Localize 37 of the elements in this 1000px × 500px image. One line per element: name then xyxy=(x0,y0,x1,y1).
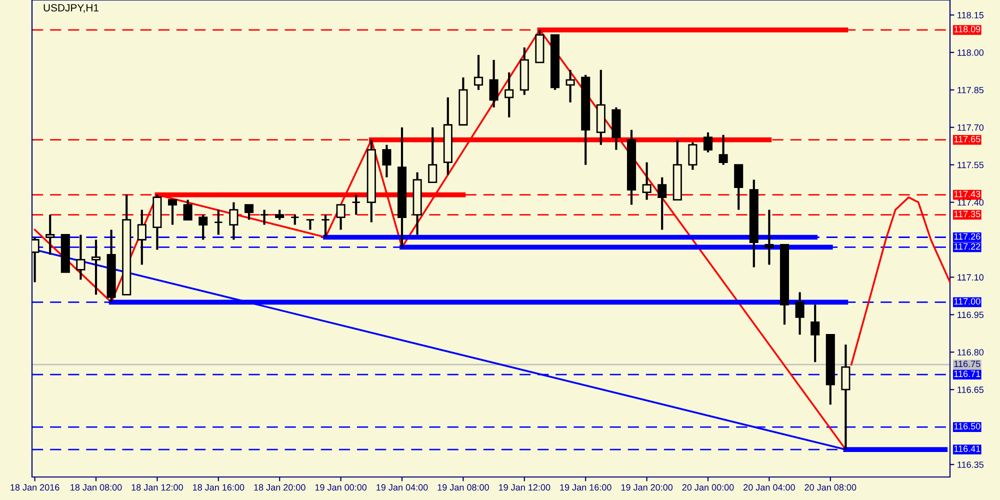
y-tick-label: 117.85 xyxy=(958,86,984,94)
x-tick-label: 18 Jan 08:00 xyxy=(70,484,122,491)
y-tick-label: 117.10 xyxy=(958,274,984,281)
ref-line-label: 117.35 xyxy=(954,210,980,218)
ref-line-label: 116.50 xyxy=(954,423,980,430)
x-tick-label: 18 Jan 16:00 xyxy=(192,484,244,491)
chart-title: USDJPY,H1 xyxy=(44,4,98,13)
x-tick-label: 19 Jan 08:00 xyxy=(438,484,489,491)
ref-line-label: 116.75 xyxy=(954,360,980,368)
x-tick-label: 18 Jan 20:00 xyxy=(254,484,306,491)
x-tick-label: 19 Jan 20:00 xyxy=(621,484,673,491)
x-tick-label: 19 Jan 00:00 xyxy=(315,484,367,491)
ref-line-label: 118.09 xyxy=(954,26,980,32)
ref-line-label: 116.71 xyxy=(954,370,980,378)
x-tick-label: 18 Jan 2016 xyxy=(10,484,60,491)
x-tick-label: 20 Jan 08:00 xyxy=(804,484,856,491)
y-tick-label: 117.70 xyxy=(958,124,984,131)
y-tick-label: 118.00 xyxy=(958,49,984,56)
y-tick-label: 116.35 xyxy=(958,461,984,468)
x-tick-label: 18 Jan 12:00 xyxy=(132,484,183,491)
ref-line-label: 117.00 xyxy=(954,298,980,305)
ref-line-label: 117.65 xyxy=(954,136,980,142)
ref-line-label: 117.43 xyxy=(954,190,980,198)
y-tick-label: 116.80 xyxy=(958,349,984,356)
y-tick-label: 118.15 xyxy=(958,12,984,18)
ref-line-label: 116.41 xyxy=(954,446,980,452)
x-tick-label: 20 Jan 00:00 xyxy=(682,484,734,491)
x-tick-label: 19 Jan 12:00 xyxy=(498,484,550,491)
x-tick-label: 19 Jan 04:00 xyxy=(376,484,428,491)
y-tick-label: 116.65 xyxy=(958,386,984,393)
ref-line-label: 117.26 xyxy=(954,233,980,240)
y-tick-label: 117.55 xyxy=(958,162,984,168)
x-tick-label: 20 Jan 04:00 xyxy=(744,484,795,491)
y-tick-label: 116.95 xyxy=(958,312,984,318)
x-tick-label: 19 Jan 16:00 xyxy=(560,484,612,491)
y-tick-label: 117.40 xyxy=(958,199,984,206)
ref-line-label: 117.22 xyxy=(954,243,980,250)
